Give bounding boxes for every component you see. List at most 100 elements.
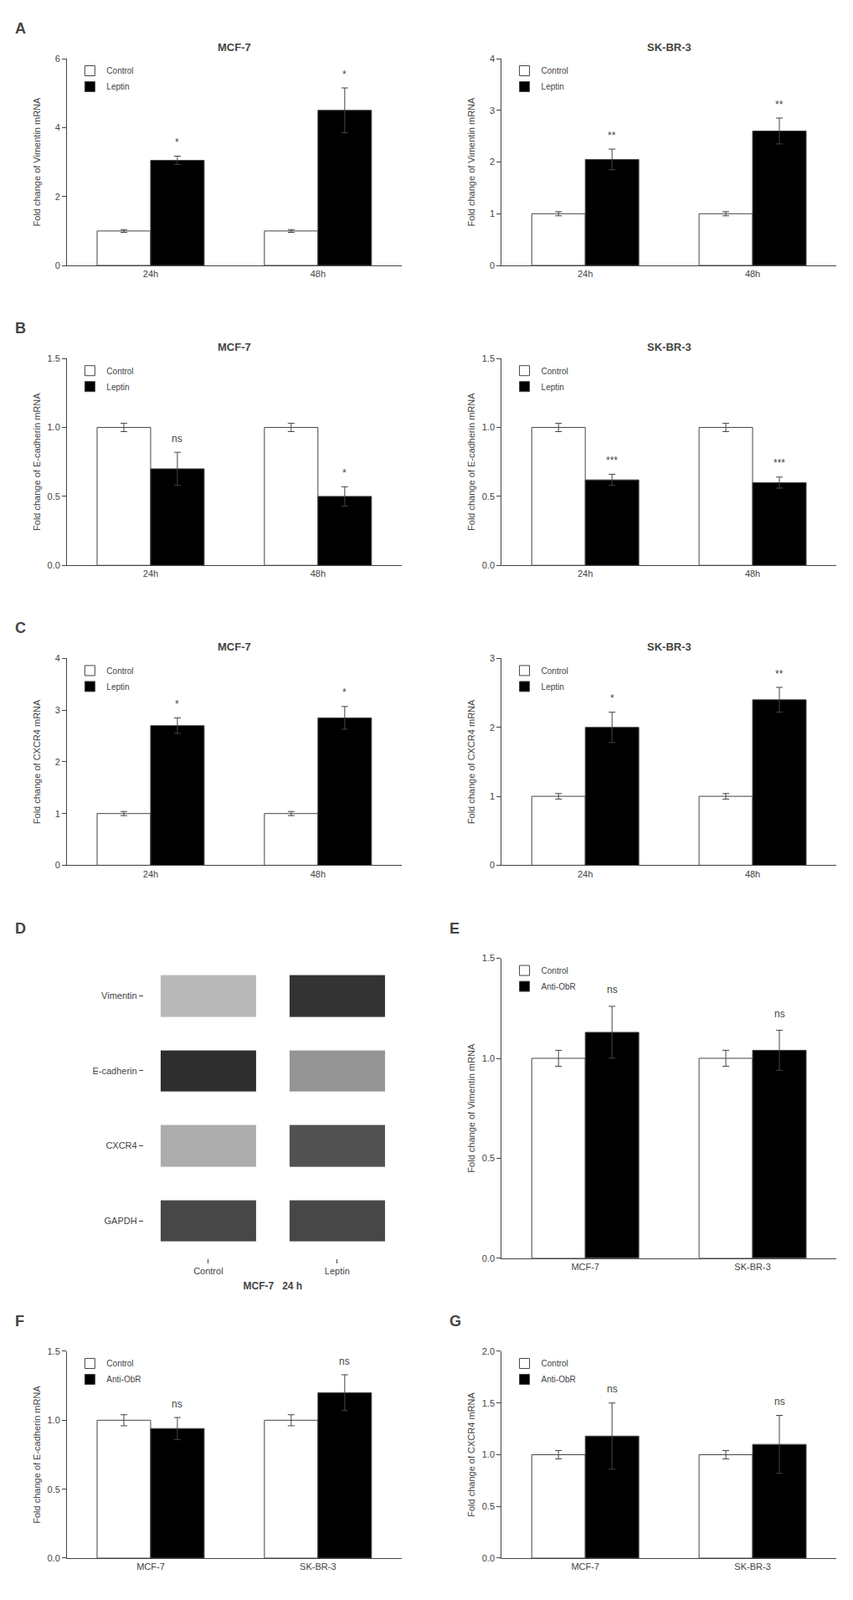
svg-text:Control: Control <box>541 1358 569 1368</box>
svg-text:MCF-7: MCF-7 <box>217 340 252 354</box>
svg-text:D: D <box>15 919 26 937</box>
svg-text:SK-BR-3: SK-BR-3 <box>734 1261 771 1272</box>
svg-text:GAPDH: GAPDH <box>104 1215 138 1226</box>
svg-text:SK-BR-3: SK-BR-3 <box>647 640 692 653</box>
svg-text:0.5: 0.5 <box>47 1484 61 1495</box>
svg-text:4: 4 <box>55 122 61 133</box>
svg-text:Anti-ObR: Anti-ObR <box>541 1374 576 1384</box>
svg-text:1.0: 1.0 <box>482 1449 495 1460</box>
svg-text:24h: 24h <box>143 868 159 879</box>
svg-text:1.0: 1.0 <box>47 421 61 432</box>
svg-text:Control: Control <box>106 666 134 676</box>
svg-text:ns: ns <box>606 1382 618 1395</box>
svg-text:**: ** <box>775 98 784 111</box>
svg-text:1.5: 1.5 <box>482 1397 495 1408</box>
svg-text:Leptin: Leptin <box>541 382 565 392</box>
svg-text:Leptin: Leptin <box>324 1265 350 1276</box>
svg-text:Control: Control <box>106 366 134 376</box>
svg-text:**: ** <box>607 129 617 142</box>
svg-text:24h: 24h <box>143 268 159 279</box>
svg-text:48h: 48h <box>310 568 326 579</box>
svg-text:***: *** <box>606 454 618 467</box>
svg-text:3: 3 <box>489 652 495 663</box>
svg-text:4: 4 <box>55 652 61 663</box>
svg-text:MCF-7: MCF-7 <box>217 41 252 54</box>
svg-text:24h: 24h <box>577 268 593 279</box>
svg-text:Fold change of CXCR4 mRNA: Fold change of CXCR4 mRNA <box>466 698 477 824</box>
svg-text:B: B <box>15 319 26 337</box>
svg-text:Leptin: Leptin <box>106 382 129 392</box>
svg-text:C: C <box>15 619 26 637</box>
svg-text:0.0: 0.0 <box>47 560 61 571</box>
svg-text:0.0: 0.0 <box>482 560 495 571</box>
svg-text:*: * <box>174 698 180 710</box>
svg-text:0.0: 0.0 <box>482 1253 495 1264</box>
svg-text:Leptin: Leptin <box>541 682 565 692</box>
svg-text:6: 6 <box>55 53 61 64</box>
svg-text:MCF-7: MCF-7 <box>570 1261 600 1272</box>
svg-text:MCF-7: MCF-7 <box>217 640 252 653</box>
svg-text:3: 3 <box>489 105 495 116</box>
svg-text:0: 0 <box>55 260 61 271</box>
svg-text:0.5: 0.5 <box>482 1500 495 1511</box>
svg-text:ns: ns <box>774 1007 786 1020</box>
svg-text:0: 0 <box>55 859 61 870</box>
svg-text:ns: ns <box>171 432 183 445</box>
svg-text:F: F <box>15 1312 25 1330</box>
svg-text:SK-BR-3: SK-BR-3 <box>647 340 692 354</box>
svg-text:ns: ns <box>339 1355 350 1367</box>
svg-text:2: 2 <box>489 722 495 733</box>
svg-text:24h: 24h <box>143 568 159 579</box>
svg-text:0.5: 0.5 <box>482 491 495 502</box>
svg-text:1.5: 1.5 <box>482 952 495 963</box>
svg-text:48h: 48h <box>310 868 326 879</box>
svg-text:***: *** <box>773 457 786 469</box>
svg-text:MCF-7: MCF-7 <box>570 1561 600 1572</box>
svg-text:Control: Control <box>541 966 569 976</box>
svg-text:0.5: 0.5 <box>47 491 61 502</box>
svg-text:ns: ns <box>774 1395 786 1408</box>
svg-text:Control: Control <box>106 66 134 76</box>
svg-text:Leptin: Leptin <box>106 682 129 692</box>
svg-text:24h: 24h <box>577 868 593 879</box>
svg-text:1.0: 1.0 <box>47 1414 61 1425</box>
svg-text:1.0: 1.0 <box>482 1053 495 1064</box>
svg-text:1: 1 <box>489 791 495 802</box>
svg-text:Fold change of Vimentin mRNA: Fold change of Vimentin mRNA <box>466 1043 477 1173</box>
svg-text:ns: ns <box>171 1397 183 1410</box>
svg-text:CXCR4: CXCR4 <box>105 1140 137 1151</box>
svg-text:SK-BR-3: SK-BR-3 <box>647 41 692 54</box>
svg-text:48h: 48h <box>310 268 326 279</box>
svg-text:24h: 24h <box>577 568 593 579</box>
svg-text:Leptin: Leptin <box>541 82 565 92</box>
svg-text:Control: Control <box>541 666 569 676</box>
svg-text:1.5: 1.5 <box>482 353 495 364</box>
svg-text:2: 2 <box>55 756 61 767</box>
svg-text:48h: 48h <box>745 268 761 279</box>
svg-text:0.0: 0.0 <box>47 1552 61 1563</box>
svg-text:G: G <box>449 1312 462 1330</box>
svg-text:48h: 48h <box>745 868 761 879</box>
svg-text:Fold change of Vimentin mRNA: Fold change of Vimentin mRNA <box>466 97 477 227</box>
svg-text:1: 1 <box>55 808 61 819</box>
svg-text:0: 0 <box>489 859 495 870</box>
svg-text:Control: Control <box>541 66 569 76</box>
svg-text:MCF-7: MCF-7 <box>136 1561 165 1572</box>
svg-text:Fold change of CXCR4 mRNA: Fold change of CXCR4 mRNA <box>31 698 42 824</box>
svg-text:0.5: 0.5 <box>482 1152 495 1163</box>
svg-text:Fold change of E-cadherin mRNA: Fold change of E-cadherin mRNA <box>31 1385 42 1524</box>
svg-text:SK-BR-3: SK-BR-3 <box>734 1561 771 1572</box>
svg-text:SK-BR-3: SK-BR-3 <box>299 1561 336 1572</box>
svg-text:4: 4 <box>489 53 495 64</box>
svg-text:Fold change of E-cadherin mRNA: Fold change of E-cadherin mRNA <box>31 392 42 531</box>
svg-text:Anti-ObR: Anti-ObR <box>541 981 576 992</box>
svg-text:Control: Control <box>193 1265 223 1276</box>
svg-text:Fold change of Vimentin mRNA: Fold change of Vimentin mRNA <box>31 97 42 227</box>
svg-text:Vimentin: Vimentin <box>101 990 138 1001</box>
svg-text:*: * <box>342 686 347 699</box>
svg-text:Control: Control <box>106 1358 134 1368</box>
svg-text:*: * <box>610 692 615 704</box>
svg-text:*: * <box>174 136 180 149</box>
svg-text:0.0: 0.0 <box>482 1552 495 1563</box>
svg-text:Control: Control <box>541 366 569 376</box>
